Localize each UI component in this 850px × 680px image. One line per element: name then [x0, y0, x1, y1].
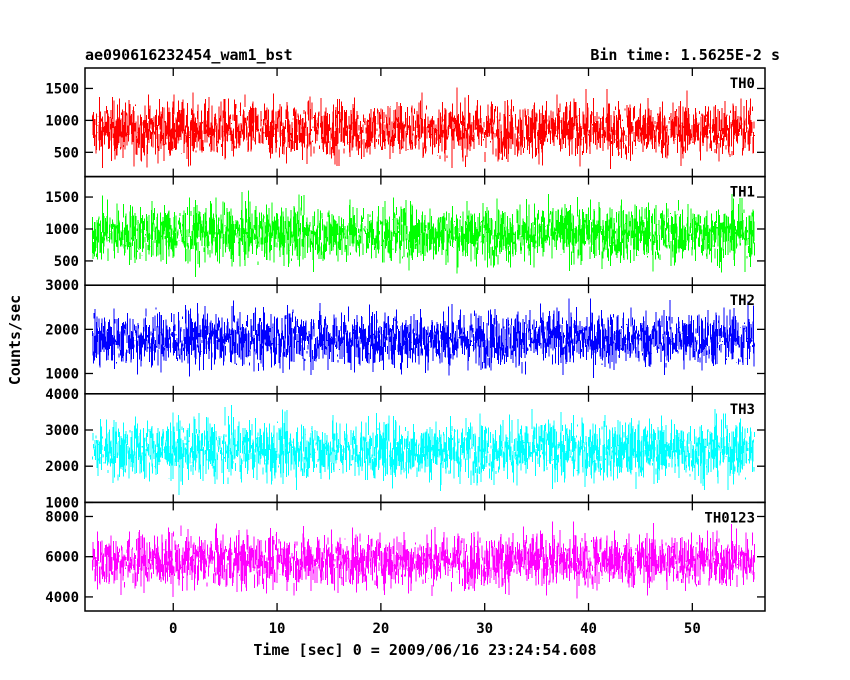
y-tick-label: 500 [54, 145, 79, 161]
y-tick-label: 6000 [45, 550, 79, 566]
panel-label-th2: TH2 [730, 293, 755, 309]
x-tick-label: 40 [580, 621, 597, 637]
series-th3 [91, 405, 755, 496]
panel-label-th0123: TH0123 [704, 510, 755, 526]
y-tick-label: 1000 [45, 495, 79, 511]
panel-label-th3: TH3 [730, 402, 755, 418]
x-tick-label: 30 [476, 621, 493, 637]
panel-th1: 500 1000 1500 TH1 [45, 175, 766, 286]
y-tick-label: 1000 [45, 113, 79, 129]
panel-th2: 1000 2000 3000 TH2 [45, 278, 766, 395]
y-tick-label: 4000 [45, 590, 79, 606]
series-th1 [91, 190, 755, 278]
y-tick-label: 500 [54, 254, 79, 270]
panel-th0: 500 1000 1500 TH0 [45, 67, 766, 178]
panel-label-th1: TH1 [730, 185, 755, 201]
y-tick-label: 3000 [45, 278, 79, 294]
chart-title: ae090616232454_wam1_bst [85, 46, 293, 64]
y-tick-label: 4000 [45, 387, 79, 403]
panel-th0123: 4000 6000 8000 TH0123 [45, 501, 766, 612]
y-tick-label: 1000 [45, 222, 79, 238]
bin-time-label: Bin time: 1.5625E-2 s [590, 46, 780, 64]
panel-th3: 1000 2000 3000 4000 TH3 [45, 387, 766, 511]
y-axis-title: Counts/sec [6, 295, 24, 385]
series-th0123 [91, 521, 755, 599]
y-tick-label: 2000 [45, 459, 79, 475]
x-tick-label: 50 [684, 621, 701, 637]
series-th2 [91, 298, 755, 378]
y-tick-label: 3000 [45, 423, 79, 439]
y-tick-label: 1500 [45, 81, 79, 97]
x-axis-title: Time [sec] 0 = 2009/06/16 23:24:54.608 [253, 641, 596, 659]
y-tick-label: 2000 [45, 322, 79, 338]
x-tick-label: 10 [269, 621, 286, 637]
y-tick-label: 1000 [45, 366, 79, 382]
panel-label-th0: TH0 [730, 76, 755, 92]
y-tick-label: 8000 [45, 509, 79, 525]
x-tick-label: 20 [372, 621, 389, 637]
x-tick-label: 0 [169, 621, 177, 637]
series-th0 [91, 87, 755, 170]
y-tick-label: 1500 [45, 190, 79, 206]
